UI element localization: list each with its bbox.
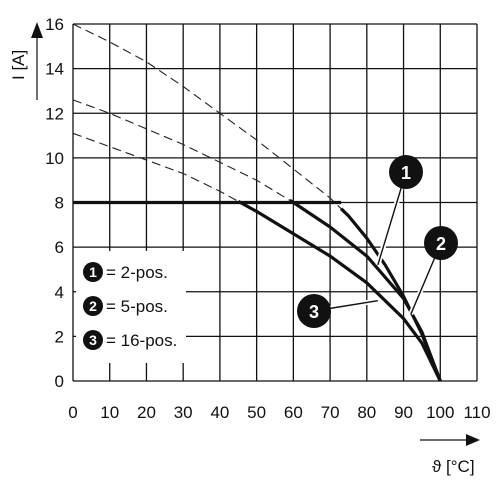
legend: 1 = 2-pos. 2 = 5-pos. 3 = 16-pos. — [76, 251, 186, 363]
x-tick-label: 90 — [394, 403, 413, 422]
y-tick-label: 0 — [55, 372, 64, 391]
curve-2-dashed — [72, 99, 290, 201]
y-tick-label: 4 — [55, 283, 64, 302]
y-tick-label: 16 — [45, 15, 64, 34]
callout-marker-number: 3 — [309, 302, 319, 322]
y-axis-arrow — [31, 22, 43, 100]
y-tick-label: 10 — [45, 149, 64, 168]
y-tick-label: 12 — [45, 104, 64, 123]
y-tick-label: 6 — [55, 238, 64, 257]
x-tick-label: 100 — [426, 403, 454, 422]
x-tick-labels: 0 10 20 30 40 50 60 70 80 90 100 110 — [68, 403, 490, 422]
legend-marker-1 — [83, 262, 103, 282]
x-tick-label: 20 — [137, 403, 156, 422]
legend-marker-2 — [83, 296, 103, 316]
x-tick-label: 0 — [68, 403, 77, 422]
y-axis-title: I [A] — [9, 50, 28, 80]
x-tick-label: 40 — [210, 403, 229, 422]
curve-callouts: 1 2 3 — [297, 155, 458, 328]
x-tick-label: 60 — [284, 403, 303, 422]
x-tick-label: 30 — [174, 403, 193, 422]
curve-2-solid — [288, 198, 442, 382]
legend-marker-number: 3 — [89, 332, 97, 348]
legend-label-3: = 16-pos. — [106, 331, 177, 350]
legend-marker-3 — [83, 330, 103, 350]
curves — [72, 23, 442, 382]
x-tick-label: 80 — [357, 403, 376, 422]
x-tick-label: 10 — [100, 403, 119, 422]
legend-marker-number: 2 — [89, 298, 97, 314]
x-tick-label: 70 — [321, 403, 340, 422]
curve-1-solid — [339, 207, 442, 382]
callout-marker-3 — [297, 294, 331, 328]
curve-3-solid — [237, 199, 442, 382]
legend-label-1: = 2-pos. — [106, 263, 168, 282]
x-tick-label: 50 — [247, 403, 266, 422]
callout-marker-number: 1 — [401, 163, 411, 183]
y-tick-label: 2 — [55, 327, 64, 346]
y-tick-labels: 0 2 4 6 8 10 12 14 16 — [45, 15, 64, 391]
curve-1-dashed — [72, 23, 342, 210]
legend-label-2: = 5-pos. — [106, 297, 168, 316]
x-axis-title: ϑ [°C] — [432, 457, 475, 476]
x-axis-arrow — [420, 434, 480, 446]
y-tick-label: 8 — [55, 194, 64, 213]
callout-marker-1 — [389, 155, 423, 189]
y-tick-label: 14 — [45, 60, 64, 79]
callout-marker-2 — [424, 226, 458, 260]
x-tick-label: 110 — [463, 403, 490, 422]
callout-marker-number: 2 — [436, 234, 446, 254]
curve-3-dashed — [72, 132, 239, 202]
legend-marker-number: 1 — [89, 264, 97, 280]
